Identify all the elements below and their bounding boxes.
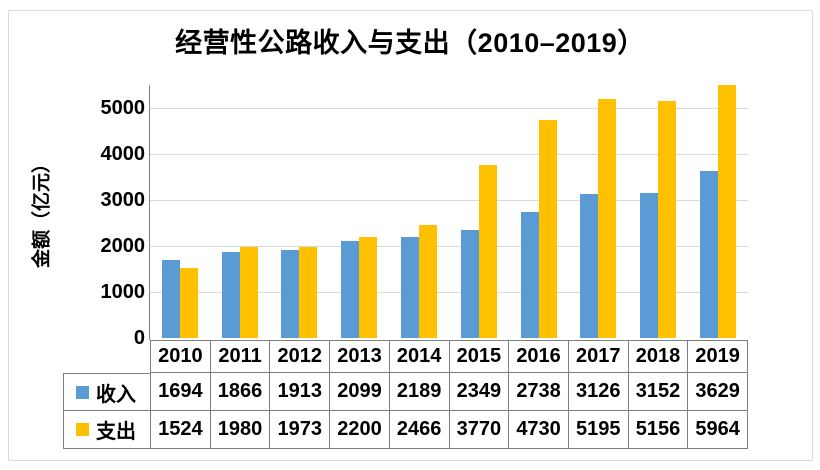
bar-支出-2012 [299,247,318,338]
bar-收入-2018 [640,193,659,338]
value-支出-2011: 1980 [209,411,270,448]
bar-收入-2017 [580,194,599,338]
value-支出-2018: 5156 [627,411,688,448]
x-axis-year-labels: 2010 2011 2012 2013 2014 2015 2016 2017 2018 2019 [150,340,748,373]
bar-收入-2012 [281,250,300,338]
expense-series-label: 支出 [96,421,136,443]
bar-收入-2013 [341,241,360,338]
year-label-2012: 2012 [269,341,329,372]
table-row-income: 收入 1694 1866 1913 2099 2189 2349 2738 3126 3152 3… [63,373,748,411]
value-支出-2014: 2466 [388,411,449,448]
value-支出-2010: 1524 [150,411,210,448]
year-label-2018: 2018 [627,341,688,372]
bar-收入-2016 [520,212,539,338]
income-legend-swatch [76,385,89,399]
y-axis-line [149,85,150,340]
bars-container [150,85,748,338]
value-收入-2013: 2099 [329,373,389,410]
value-收入-2011: 1866 [209,373,270,410]
gridline-4000 [150,154,748,155]
bar-收入-2014 [401,237,420,338]
bar-支出-2014 [419,224,438,338]
gridline-5000 [150,108,748,109]
bar-收入-2011 [221,252,240,338]
expense-legend-swatch [76,423,89,436]
bar-支出-2018 [658,100,677,338]
income-series-label: 收入 [96,383,136,406]
chart-frame-border [8,10,813,461]
gridline-2000 [150,246,748,247]
bar-group-2011 [210,85,270,338]
bar-支出-2019 [718,85,737,338]
value-收入-2010: 1694 [150,373,210,410]
bar-group-2013 [329,85,389,338]
gridline-3000 [150,200,748,201]
bar-group-2012 [270,85,330,338]
value-收入-2012: 1913 [269,373,329,410]
bar-收入-2015 [460,229,479,338]
bar-group-2018 [628,85,688,338]
plot-area [149,85,748,340]
legend-cell-expense: 支出 [63,411,150,448]
bar-group-2014 [389,85,449,338]
value-支出-2016: 4730 [508,411,568,448]
value-支出-2019: 5964 [687,411,747,448]
value-收入-2018: 3152 [627,373,688,410]
value-收入-2017: 3126 [567,373,628,410]
value-收入-2014: 2189 [388,373,449,410]
bar-group-2017 [569,85,629,338]
bar-group-2016 [509,85,569,338]
bar-支出-2015 [478,164,497,338]
gridline-1000 [150,292,748,293]
year-label-2015: 2015 [448,341,509,372]
year-label-2011: 2011 [209,341,270,372]
value-收入-2015: 2349 [448,373,509,410]
bar-支出-2016 [538,120,557,338]
y-tick-label-5000: 5000 [100,97,146,119]
value-支出-2013: 2200 [329,411,389,448]
bar-支出-2010 [179,267,198,338]
value-支出-2012: 1973 [269,411,329,448]
y-tick-label-0: 0 [133,327,145,349]
year-label-2010: 2010 [158,345,203,367]
y-axis-title: 金额（亿元） [31,153,53,269]
bar-收入-2010 [161,260,180,338]
value-收入-2016: 2738 [508,373,568,410]
legend-cell-income: 收入 [63,373,150,410]
year-label-2013: 2013 [329,341,389,372]
bar-group-2019 [688,85,748,338]
value-支出-2017: 5195 [567,411,628,448]
year-label-2019: 2019 [687,341,747,372]
bar-收入-2019 [700,171,719,338]
y-tick-label-2000: 2000 [100,235,146,257]
y-tick-label-1000: 1000 [100,281,146,303]
y-tick-label-4000: 4000 [100,143,146,165]
value-收入-2019: 3629 [687,373,747,410]
bar-支出-2017 [598,99,617,338]
chart-title: 经营性公路收入与支出（2010–2019） [175,28,645,58]
bar-支出-2013 [359,236,378,338]
year-label-2016: 2016 [508,341,568,372]
bar-支出-2011 [239,246,258,338]
year-label-2014: 2014 [388,341,449,372]
y-tick-label-3000: 3000 [100,189,146,211]
table-row-expense: 支出 1524 1980 1973 2200 2466 3770 4730 5195 5156 5… [63,411,748,449]
value-支出-2015: 3770 [448,411,509,448]
year-label-2017: 2017 [567,341,628,372]
bar-group-2015 [449,85,509,338]
bar-group-2010 [150,85,210,338]
